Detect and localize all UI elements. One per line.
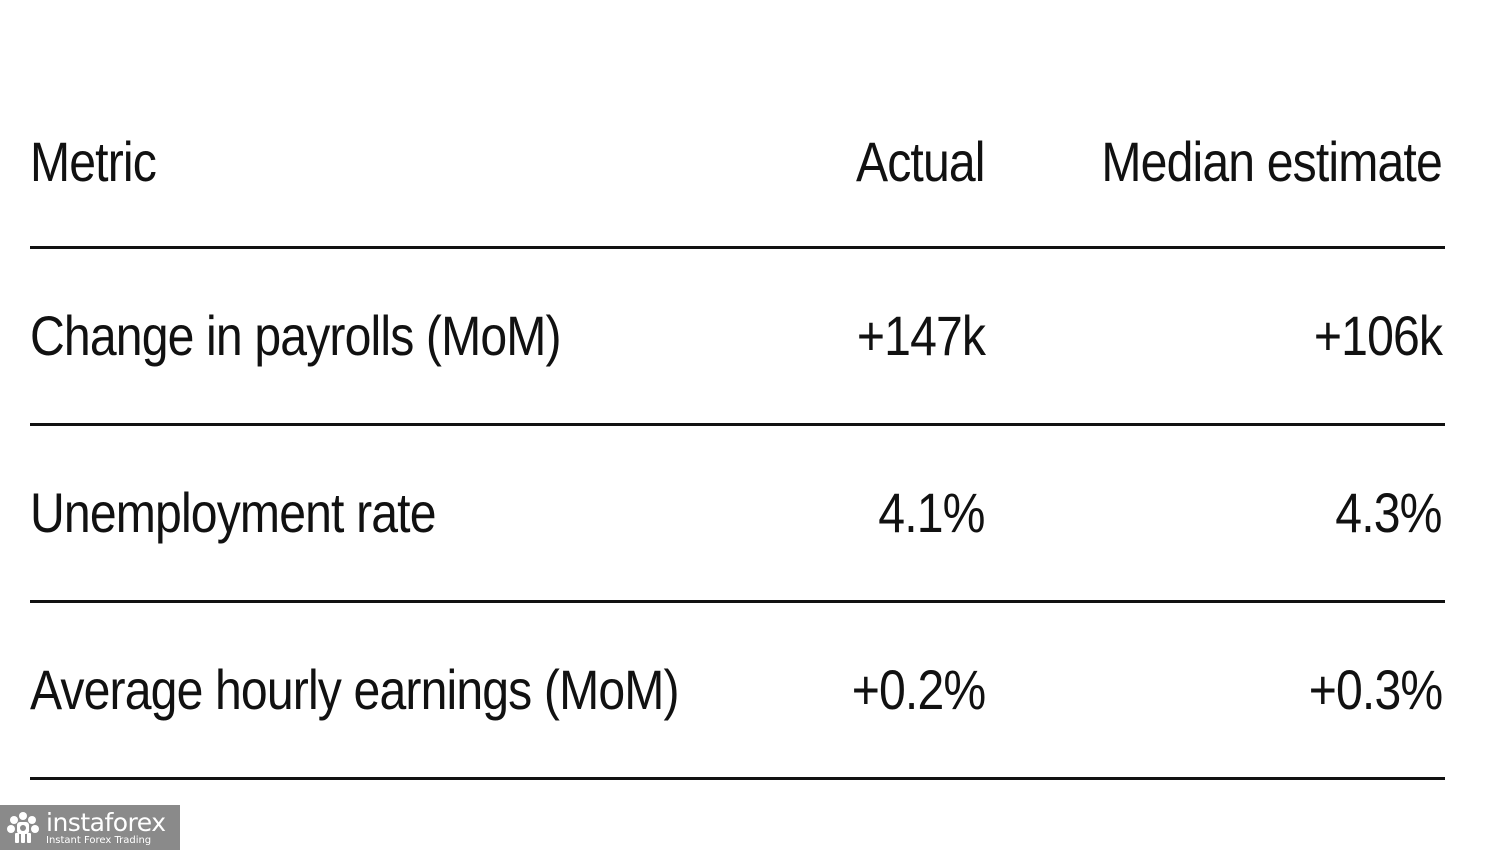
row-median-value: 4.3% — [1335, 481, 1443, 544]
row-median-value: +106k — [1313, 304, 1443, 367]
column-header-actual: Actual — [856, 130, 986, 194]
table-header-row: Metric Actual Median estimate — [30, 72, 1445, 249]
watermark-text: instaforex Instant Forex Trading — [46, 810, 166, 846]
gear-flower-icon — [7, 811, 39, 843]
column-header-median-estimate: Median estimate — [1101, 130, 1443, 194]
table-row: Unemployment rate 4.1% 4.3% — [30, 426, 1445, 603]
row-median-value: +0.3% — [1308, 658, 1442, 721]
data-table: Metric Actual Median estimate Change in … — [30, 72, 1445, 780]
row-actual-value: +147k — [856, 304, 986, 367]
table-row: Average hourly earnings (MoM) +0.2% +0.3… — [30, 603, 1445, 780]
row-actual-value: 4.1% — [878, 481, 986, 544]
row-actual-value: +0.2% — [851, 658, 985, 721]
instaforex-watermark: instaforex Instant Forex Trading — [0, 805, 180, 850]
row-metric-label: Unemployment rate — [30, 481, 436, 544]
watermark-brand: instaforex — [46, 807, 166, 837]
watermark-tagline: Instant Forex Trading — [46, 834, 152, 846]
row-metric-label: Average hourly earnings (MoM) — [30, 658, 680, 721]
column-header-metric: Metric — [30, 130, 157, 194]
row-metric-label: Change in payrolls (MoM) — [30, 304, 562, 367]
table-row: Change in payrolls (MoM) +147k +106k — [30, 249, 1445, 426]
